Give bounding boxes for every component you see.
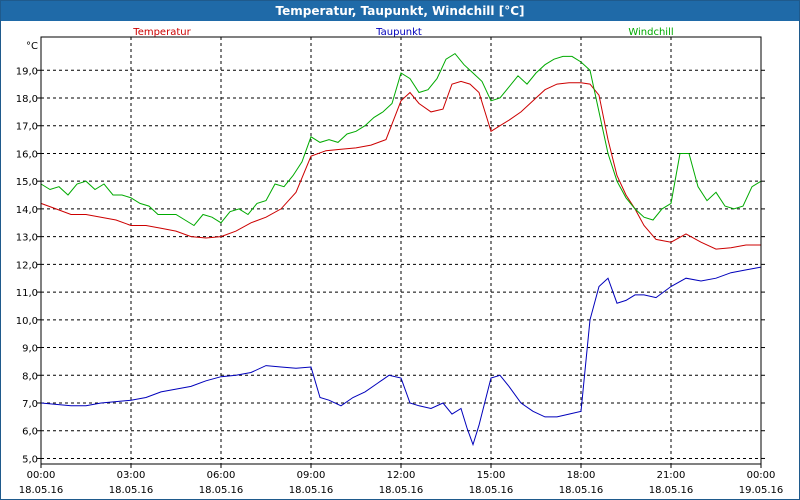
legend: Temperatur Taupunkt Windchill xyxy=(132,27,673,38)
y-tick-label: 9,0 xyxy=(22,344,38,355)
x-tick-time: 00:00 xyxy=(747,470,776,481)
x-tick-date: 18.05.16 xyxy=(199,485,244,496)
series-lines xyxy=(40,52,762,447)
y-tick-label: 10,0 xyxy=(16,316,38,327)
x-tick-date: 18.05.16 xyxy=(289,485,334,496)
series-line-temperatur xyxy=(40,80,761,250)
x-tick-date: 18.05.16 xyxy=(19,485,64,496)
x-tick-time: 21:00 xyxy=(657,470,686,481)
grid xyxy=(41,37,761,464)
x-tick-date: 18.05.16 xyxy=(379,485,424,496)
y-tick-label: 8,0 xyxy=(22,371,38,382)
x-tick-date: 19.05.16 xyxy=(739,485,784,496)
y-tick-label: 15,0 xyxy=(16,177,38,188)
x-tick-time: 09:00 xyxy=(297,470,326,481)
series-line-taupunkt xyxy=(40,266,762,447)
y-tick-label: 5,0 xyxy=(22,454,38,465)
x-tick-date: 18.05.16 xyxy=(559,485,604,496)
x-axis: 00:00 18.05.16 03:00 18.05.16 06:00 18.05.16 0… xyxy=(19,464,784,496)
y-tick-label: 11,0 xyxy=(16,288,38,299)
legend-entry-taupunkt: Taupunkt xyxy=(375,27,422,38)
x-tick-time: 18:00 xyxy=(567,470,596,481)
series-line-windchill xyxy=(40,52,762,227)
y-tick-label: 19,0 xyxy=(16,66,38,77)
y-tick-label: 17,0 xyxy=(16,122,38,133)
plot-frame xyxy=(40,36,762,465)
y-axis: °C 5,0 6,0 7,0 8,0 9,0 10,0 11,0 12,0 13,0 14,0 15… xyxy=(16,41,765,465)
legend-entry-temperatur: Temperatur xyxy=(132,27,191,38)
x-tick-date: 18.05.16 xyxy=(649,485,694,496)
y-tick-label: 18,0 xyxy=(16,94,38,105)
window-title: Temperatur, Taupunkt, Windchill [°C] xyxy=(1,1,799,21)
legend-entry-windchill: Windchill xyxy=(628,27,673,38)
y-tick-label: 13,0 xyxy=(16,233,38,244)
x-tick-time: 15:00 xyxy=(477,470,506,481)
y-axis-unit: °C xyxy=(26,41,38,52)
x-tick-date: 18.05.16 xyxy=(109,485,154,496)
y-tick-label: 6,0 xyxy=(22,427,38,438)
x-tick-time: 06:00 xyxy=(207,470,236,481)
x-tick-time: 03:00 xyxy=(117,470,146,481)
y-tick-label: 16,0 xyxy=(16,149,38,160)
x-tick-date: 18.05.16 xyxy=(469,485,514,496)
y-tick-label: 14,0 xyxy=(16,205,38,216)
x-tick-time: 12:00 xyxy=(387,470,416,481)
x-tick-time: 00:00 xyxy=(27,470,56,481)
y-tick-label: 12,0 xyxy=(16,260,38,271)
y-tick-label: 7,0 xyxy=(22,399,38,410)
